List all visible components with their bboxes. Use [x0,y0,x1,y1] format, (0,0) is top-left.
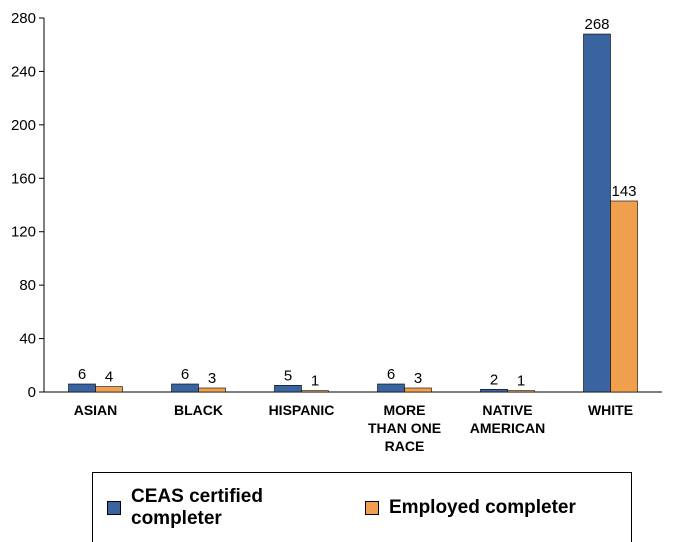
data-label: 3 [208,370,216,387]
data-label: 6 [181,366,189,383]
legend-item-employed: Employed completer [365,497,576,519]
legend-item-ceas: CEAS certified completer [107,486,301,530]
legend-label-employed: Employed completer [389,497,576,518]
legend-swatch-employed [365,501,379,515]
bar-ceas-1 [171,383,199,393]
bars [68,33,638,393]
bar-employed-2 [301,390,329,393]
data-label: 6 [78,366,86,383]
data-label: 6 [387,366,395,383]
x-category-label: BLACK [174,402,223,418]
y-tick-label: 80 [19,277,36,294]
y-tick-label: 160 [11,170,36,187]
bar-ceas-4 [480,389,508,393]
x-category-label: RACE [385,438,425,454]
x-category-label: AMERICAN [470,420,545,436]
data-label: 143 [611,183,636,200]
bar-employed-4 [507,390,535,393]
y-tick-label: 200 [11,117,36,134]
bar-ceas-3 [377,383,405,393]
data-label: 4 [105,369,113,386]
data-label: 1 [517,373,525,390]
x-category-label: HISPANIC [269,402,335,418]
bar-ceas-2 [274,385,302,393]
bar-ceas-5 [583,33,611,393]
x-category-label: NATIVE [482,402,532,418]
bar-employed-1 [198,387,226,393]
bar-employed-0 [95,386,123,393]
data-labels: 6 4 6 3 5 1 6 3 2 1 268 143 [78,16,637,390]
data-label: 5 [284,367,292,384]
y-axis-ticks: 0 40 80 120 160 200 240 280 [11,10,44,401]
legend: CEAS certified completer Employed comple… [92,472,632,542]
y-tick-label: 40 [19,331,36,348]
x-category-label: ASIAN [74,402,118,418]
y-tick-label: 120 [11,224,36,241]
x-category-label: THAN ONE [368,420,441,436]
data-label: 1 [311,373,319,390]
bar-ceas-0 [68,383,96,393]
y-tick-label: 280 [11,10,36,27]
x-category-label: MORE [384,402,426,418]
legend-label-ceas: CEAS certified completer [131,486,263,529]
y-tick-label: 240 [11,63,36,80]
data-label: 2 [490,371,498,388]
category-labels: ASIAN BLACK HISPANIC MORE THAN ONE RACE NATIVE… [74,402,633,454]
data-label: 3 [414,370,422,387]
data-label: 268 [584,16,609,33]
legend-swatch-ceas [107,501,121,515]
bar-employed-5 [610,200,638,393]
bar-chart: 0 40 80 120 160 200 240 280 6 4 6 3 5 1 6 3 2 1 268 143 AS… [11,10,662,454]
y-tick-label: 0 [28,384,36,401]
bar-employed-3 [404,387,432,393]
x-category-label: WHITE [588,402,633,418]
axes [43,18,662,393]
